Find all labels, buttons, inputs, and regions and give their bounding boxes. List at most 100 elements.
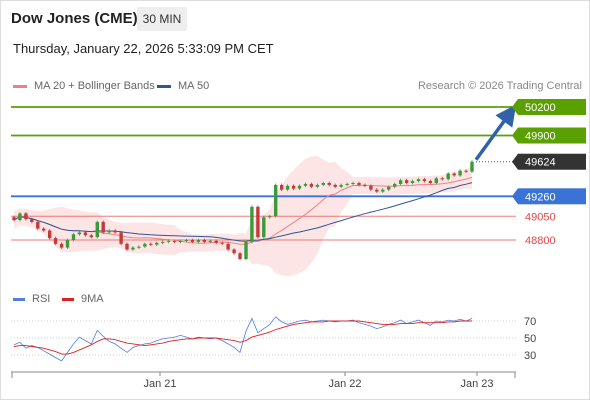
candle-body [398, 180, 403, 184]
candle-body [208, 240, 212, 242]
ma50-swatch [157, 84, 171, 88]
rsi-level-label: 30 [524, 350, 536, 362]
candle-body [161, 241, 165, 243]
candle-body [250, 206, 254, 242]
candle-body [244, 241, 248, 259]
candle-body [36, 221, 40, 229]
candle-body [440, 178, 444, 180]
legend-rsi-label: RSI [32, 293, 51, 305]
candle-body [214, 240, 218, 243]
candle-body [226, 243, 230, 250]
candle-body [89, 235, 93, 238]
candle-body [297, 185, 302, 189]
rsi-ma-line [13, 320, 472, 355]
ma20-swatch [13, 84, 27, 88]
candle-body [303, 183, 308, 186]
price-label-49900: 49900 [525, 131, 556, 143]
candle-body [184, 240, 189, 241]
candle-body [190, 240, 195, 242]
legend-rsi: RSI [13, 293, 50, 305]
forecast-arrow-line [474, 104, 517, 161]
candle-body [280, 184, 284, 190]
candle-body [107, 230, 111, 233]
candle-body [422, 179, 427, 182]
rsi-swatch [13, 297, 25, 301]
candle-body [48, 230, 52, 239]
legend-rsi-ma-label: 9MA [81, 293, 104, 305]
candle-body [470, 161, 474, 172]
candle-body [363, 184, 367, 186]
candle-body [428, 181, 433, 183]
time-axis-label: Jan 22 [328, 378, 361, 390]
candle-body [220, 242, 224, 244]
price-label-49260: 49260 [525, 191, 556, 203]
candle-body [393, 183, 397, 187]
price-tag-49624 [518, 153, 586, 170]
price-tag-49900 [518, 127, 586, 144]
candle-body [274, 184, 278, 217]
candle-body [95, 221, 99, 238]
candle-body [101, 221, 105, 233]
price-tag-pointer [512, 188, 518, 205]
time-axis-label: Jan 21 [143, 378, 176, 390]
candle-body [285, 185, 290, 190]
candle-body [172, 240, 177, 242]
price-tag-49260 [518, 188, 586, 205]
price-tag-50200 [518, 99, 586, 115]
candle-body [268, 216, 272, 218]
interval-button[interactable]: 30 MIN [137, 7, 187, 31]
price-tag-pointer [512, 127, 518, 144]
candle-body [143, 243, 147, 247]
candle-body [351, 183, 355, 184]
candle-body [452, 173, 456, 176]
time-axis-label: Jan 23 [460, 378, 493, 390]
candle-body [357, 183, 361, 185]
candle-body [309, 183, 314, 187]
candle-body [178, 240, 183, 242]
candle-body [137, 246, 141, 248]
candle-body [24, 213, 28, 220]
candle-body [71, 234, 76, 240]
candle-body [119, 232, 123, 244]
candle-body [387, 186, 391, 190]
price-label-48800: 48800 [525, 235, 556, 247]
candle-body [291, 185, 296, 189]
candle-body [434, 178, 438, 184]
legend-ma50-label: MA 50 [178, 80, 210, 92]
candle-body [404, 180, 409, 183]
candle-body [262, 217, 266, 238]
price-label-49624: 49624 [525, 157, 556, 169]
timestamp: Thursday, January 22, 2026 5:33:09 PM CE… [13, 41, 274, 56]
candle-body [369, 185, 373, 190]
rsi-level-label: 70 [524, 316, 536, 328]
candle-body [446, 173, 450, 180]
candle-body [315, 184, 320, 187]
candle-body [464, 170, 468, 172]
candle-body [166, 240, 171, 242]
candle-body [345, 183, 349, 185]
chart-title: Dow Jones (CME) [11, 10, 138, 27]
price-tag-pointer [512, 99, 518, 115]
forecast-arrow [474, 104, 517, 161]
candle-body [202, 240, 206, 242]
candle-body [83, 232, 88, 236]
candle-body [333, 184, 337, 187]
rsi-ma-swatch [62, 297, 74, 301]
candle-body [149, 243, 153, 245]
price-labels: 50200 49900 49624 49260 49050 48800 [512, 99, 586, 247]
candle-body [458, 170, 462, 176]
candle-body [18, 213, 22, 221]
candle-body [381, 189, 385, 192]
rsi-level-label: 50 [524, 333, 536, 345]
candle-body [65, 240, 70, 248]
candle-body [256, 206, 260, 238]
rsi-panel: 70 50 30 [11, 316, 536, 362]
legend-rsi-ma: 9MA [62, 293, 104, 305]
price-tag-pointer [512, 153, 518, 170]
price-label-49050: 49050 [525, 211, 556, 223]
candle-body [196, 240, 201, 242]
candle-body [30, 219, 34, 222]
legend-ma50: MA 50 [157, 80, 209, 92]
candle-body [410, 181, 415, 183]
candle-body [416, 179, 421, 182]
